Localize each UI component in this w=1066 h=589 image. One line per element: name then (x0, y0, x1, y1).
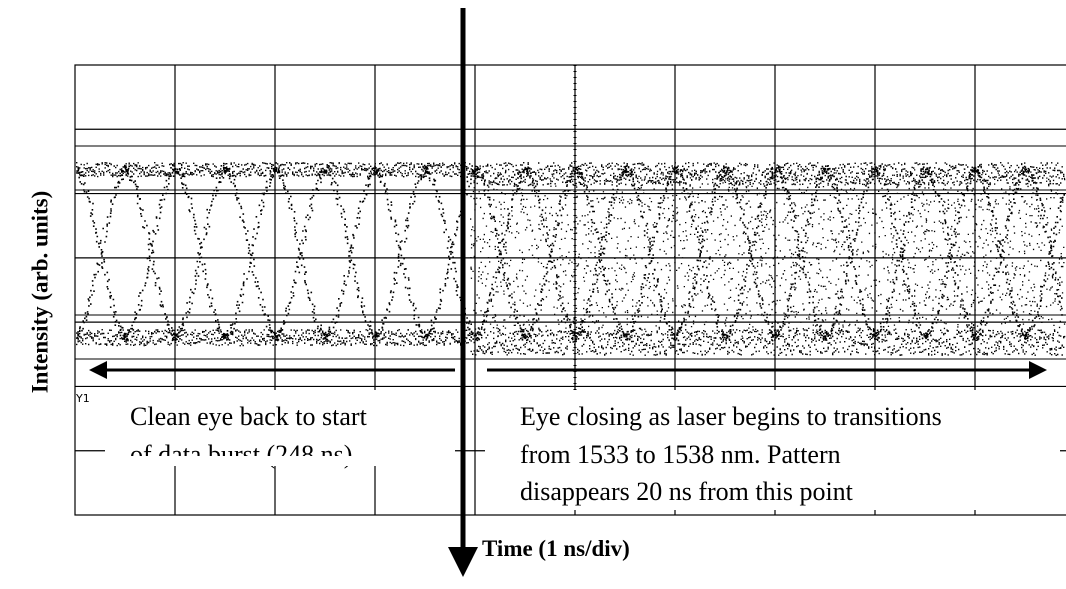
annotation-text: from 1533 to 1538 nm. Pattern (520, 440, 841, 469)
x-axis-label: Time (1 ns/div) (482, 536, 630, 561)
eye-trace (76, 162, 1065, 356)
scope-label: Y1 (75, 392, 90, 405)
annotation-text: Clean eye back to start (130, 402, 368, 431)
annotation-text: Eye closing as laser begins to transitio… (520, 402, 942, 431)
clip-mask (105, 456, 455, 466)
annotation-text: disappears 20 ns from this point (520, 477, 854, 506)
eye-pattern (75, 146, 1066, 359)
y-axis-label: Intensity (arb. units) (27, 191, 52, 394)
figure: Y1 Clean eye back to start of data burst… (0, 0, 1066, 589)
